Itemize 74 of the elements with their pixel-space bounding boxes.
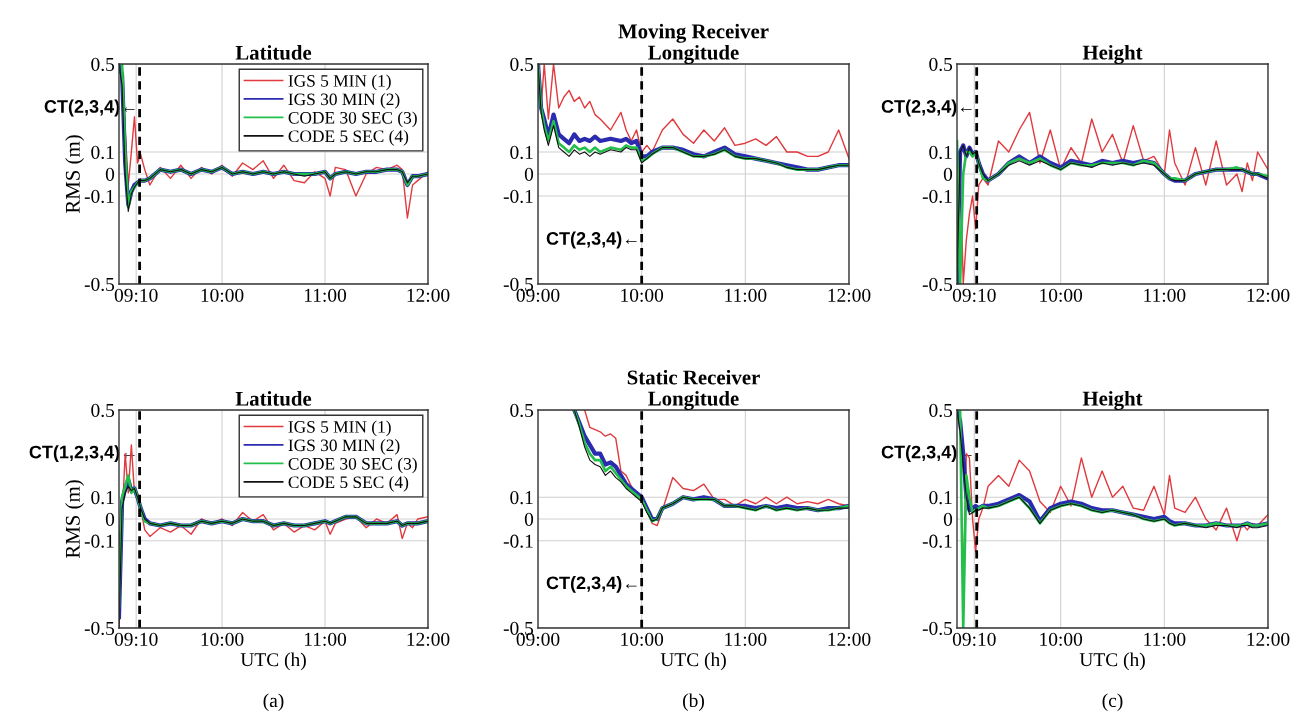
chart-title: Static Receiver Longitude <box>627 369 760 410</box>
y-tick-label: -0.5 <box>84 621 115 636</box>
x-tick-label: 12:00 <box>1247 632 1290 646</box>
y-tick-label: -0.1 <box>922 534 952 548</box>
legend-label: CODE 5 SEC (4) <box>288 475 409 492</box>
y-tick-label: 0.1 <box>929 491 952 505</box>
annotation: CT(2,3,4)← <box>546 231 637 249</box>
x-tick-label: 10:00 <box>201 632 244 646</box>
y-tick-label: -0.5 <box>84 277 115 292</box>
x-tick-label: 09:10 <box>114 632 158 646</box>
legend-label: IGS 5 MIN (1) <box>288 74 391 91</box>
y-tick-label: -0.1 <box>84 189 114 204</box>
y-tick-label: -0.1 <box>503 189 533 204</box>
x-axis-title: UTC (h) <box>1079 652 1145 671</box>
chart-title: Height <box>1082 44 1143 64</box>
y-tick-label: 0.5 <box>929 57 953 72</box>
x-tick-label: 11:00 <box>1144 632 1186 646</box>
chart-title: Latitude <box>235 45 312 60</box>
chart-title: Moving Receiver Longitude <box>618 23 769 64</box>
y-tick-label: 0 <box>524 512 534 526</box>
y-tick-label: 0.5 <box>510 403 534 418</box>
y-tick-label: 0.1 <box>929 145 952 160</box>
y-tick-label: 0.1 <box>91 145 114 160</box>
chart-title: Height <box>1082 390 1143 410</box>
legend-label: IGS 30 MIN (2) <box>288 92 400 109</box>
y-tick-label: 0.5 <box>929 403 953 418</box>
y-tick-label: 0 <box>524 167 534 181</box>
x-tick-label: 09:10 <box>952 632 996 646</box>
y-tick-label: 0.1 <box>510 491 533 505</box>
y-tick-label: 0 <box>105 512 115 526</box>
y-tick-label: 0.5 <box>91 403 115 418</box>
x-tick-label: 10:00 <box>201 288 244 302</box>
x-tick-label: 10:00 <box>1040 288 1083 302</box>
x-tick-label: 11:00 <box>725 632 767 646</box>
x-axis-title: UTC (h) <box>240 652 306 671</box>
y-tick-label: 0 <box>943 167 953 181</box>
legend-label: IGS 5 MIN (1) <box>288 420 391 437</box>
x-tick-label: 11:00 <box>304 632 347 646</box>
y-tick-label: 0.1 <box>91 491 114 505</box>
annotation: CT(2,3,4)← <box>546 575 637 593</box>
x-tick-label: 12:00 <box>1247 288 1290 302</box>
y-tick-label: 0.1 <box>510 145 533 160</box>
x-tick-label: 09:10 <box>114 288 158 302</box>
y-tick-label: 0.5 <box>91 57 115 72</box>
legend-label: CODE 5 SEC (4) <box>288 129 409 146</box>
y-tick-label: -0.1 <box>84 534 114 548</box>
text: (c) <box>1102 693 1123 712</box>
y-axis-title: RMS (m) <box>65 480 85 559</box>
y-axis-title: RMS (m) <box>65 135 85 214</box>
x-tick-label: 10:00 <box>1040 632 1083 646</box>
text: (a) <box>263 693 284 712</box>
x-tick-label: 11:00 <box>1144 288 1186 302</box>
y-tick-label: -0.5 <box>922 621 953 636</box>
x-tick-label: 11:00 <box>304 288 347 302</box>
x-tick-label: 11:00 <box>725 288 767 302</box>
y-tick-label: 0 <box>943 512 953 526</box>
y-tick-label: 0 <box>105 167 115 181</box>
x-tick-label: 09:10 <box>952 288 996 302</box>
y-tick-label: -0.5 <box>922 277 953 292</box>
text: (b) <box>683 693 704 712</box>
legend-label: CODE 30 SEC (3) <box>288 457 417 474</box>
x-axis-title: UTC (h) <box>660 652 726 671</box>
x-tick-label: 12:00 <box>407 632 450 646</box>
legend-label: CODE 30 SEC (3) <box>288 111 417 128</box>
y-tick-label: -0.1 <box>922 189 952 204</box>
x-tick-label: 12:00 <box>828 288 871 302</box>
y-tick-label: 0.5 <box>510 57 534 72</box>
x-tick-label: 12:00 <box>407 288 450 302</box>
x-tick-label: 12:00 <box>828 632 871 646</box>
y-tick-label: -0.1 <box>503 534 533 548</box>
x-tick-label: 10:00 <box>621 288 664 302</box>
chart-title: Latitude <box>235 391 312 406</box>
x-tick-label: 10:00 <box>621 632 664 646</box>
legend-label: IGS 30 MIN (2) <box>288 438 400 455</box>
